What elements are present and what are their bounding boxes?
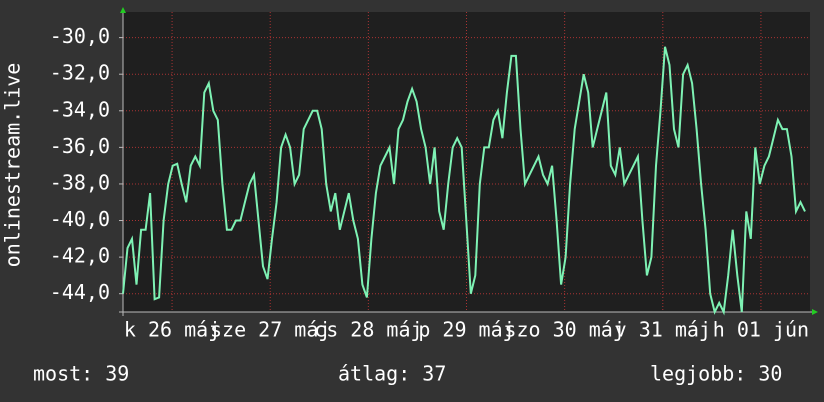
- data-line: [122, 46, 806, 316]
- x-tick-label: k 26 máj: [124, 318, 220, 342]
- y-tick-label: -42,0: [50, 244, 110, 268]
- y-tick-label: -40,0: [50, 207, 110, 231]
- y-tick-label: -34,0: [50, 97, 110, 121]
- y-tick-label: -38,0: [50, 170, 110, 194]
- y-axis-label: onlinestream.live: [1, 63, 25, 268]
- x-tick-label: sze 27 máj: [210, 318, 330, 342]
- stat-average: átlag: 37: [338, 362, 446, 386]
- y-tick-label: -32,0: [50, 61, 110, 85]
- y-tick-label: -36,0: [50, 134, 110, 158]
- x-tick-label: p 29 máj: [418, 318, 514, 342]
- y-tick-label: -44,0: [50, 280, 110, 304]
- x-tick-label: cs 28 máj: [314, 318, 422, 342]
- x-tick-label: v 31 máj: [615, 318, 711, 342]
- stat-now: most: 39: [33, 362, 129, 386]
- x-tick-label: szo 30 máj: [504, 318, 624, 342]
- stat-best: legjobb: 30: [650, 362, 782, 386]
- y-tick-label: -30,0: [50, 24, 110, 48]
- axis-arrow: [812, 309, 818, 315]
- axis-arrow: [120, 7, 126, 13]
- x-tick-label: h 01 jún: [713, 318, 809, 342]
